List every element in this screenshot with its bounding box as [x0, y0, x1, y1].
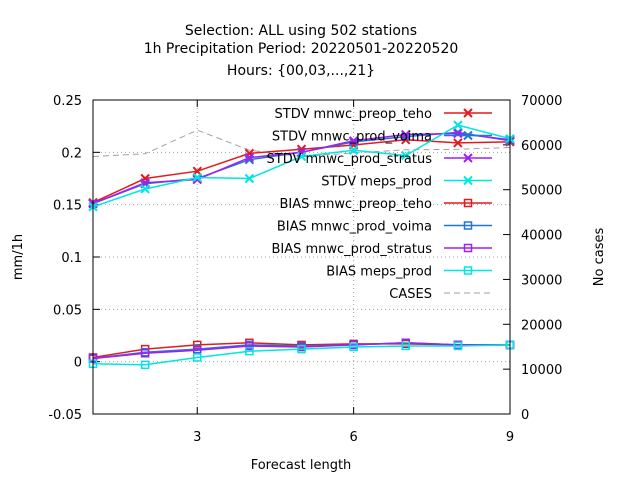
data-point	[349, 342, 358, 352]
data-point	[192, 172, 202, 183]
legend-label: STDV meps_prod	[321, 175, 432, 190]
y-tick-label: 0.25	[53, 94, 82, 109]
legend-item: BIAS meps_prod	[326, 265, 492, 280]
legend-item: STDV meps_prod	[321, 175, 492, 190]
legend-item: STDV mnwc_prod_voima	[272, 130, 492, 145]
legend-label: CASES	[389, 287, 432, 302]
series-bias-meps-prod	[88, 340, 515, 370]
legend-label: BIAS meps_prod	[326, 265, 432, 280]
series-cases	[92, 129, 511, 158]
y-axis-label: mm/1h	[11, 234, 26, 280]
y-tick-label: 0.2	[61, 146, 82, 161]
legend-item: CASES	[389, 287, 492, 302]
y-tick-label: 0.05	[53, 303, 82, 318]
legend: STDV mnwc_preop_teho STDV mnwc_prod_voima…	[267, 107, 492, 302]
x-tick-label: 3	[193, 430, 201, 445]
y2-tick-label: 0	[521, 408, 529, 423]
data-point	[245, 341, 254, 351]
data-point	[348, 136, 359, 146]
series-line	[92, 344, 511, 366]
y2-tick-label: 40000	[521, 229, 562, 244]
title-line-2: 1h Precipitation Period: 20220501-202205…	[144, 41, 459, 57]
legend-item: BIAS mnwc_prod_voima	[277, 220, 492, 235]
series-line	[92, 129, 511, 158]
data-point	[401, 129, 411, 140]
y2-tick-label: 50000	[521, 184, 562, 199]
legend-label: STDV mnwc_preop_teho	[275, 107, 433, 122]
data-point	[297, 344, 306, 354]
series-line	[92, 342, 510, 360]
data-point	[193, 353, 202, 362]
data-point	[244, 152, 255, 163]
legend-marker	[463, 175, 473, 186]
legend-item: STDV mnwc_prod_stratus	[267, 152, 492, 167]
legend-label: STDV mnwc_prod_voima	[272, 130, 432, 145]
x-axis-label: Forecast length	[251, 458, 352, 473]
title-line-1: Selection: ALL using 502 stations	[185, 23, 417, 39]
x-tick-label: 9	[506, 430, 514, 445]
data-point	[401, 341, 410, 351]
legend-item: BIAS mnwc_preop_teho	[279, 197, 492, 212]
grid	[93, 100, 510, 414]
legend-marker	[463, 266, 473, 275]
chart-title: Selection: ALL using 502 stations 1h Pre…	[144, 23, 459, 79]
y-tick-label: 0	[74, 356, 82, 371]
legend-marker	[463, 153, 473, 163]
legend-item: BIAS mnwc_prod_stratus	[271, 242, 492, 257]
title-line-3: Hours: {00,03,...,21}	[227, 63, 375, 79]
legend-label: BIAS mnwc_prod_stratus	[271, 242, 432, 257]
y-tick-label: -0.05	[48, 408, 82, 423]
ticks: -0.05 0 0.05 0.1 0.15 0.2 0.25 0 10000 20000 30000…	[48, 94, 562, 445]
y-tick-label: 0.15	[53, 199, 82, 214]
data-point	[348, 145, 359, 155]
x-tick-label: 6	[349, 430, 357, 445]
y2-tick-label: 30000	[521, 273, 562, 288]
y2-tick-label: 20000	[521, 318, 562, 333]
y2-tick-label: 10000	[521, 363, 562, 378]
data-point	[140, 349, 150, 358]
legend-marker	[463, 221, 473, 230]
data-point	[140, 184, 150, 194]
data-point	[245, 346, 254, 356]
legend-marker	[463, 198, 473, 208]
legend-marker	[463, 130, 473, 141]
y2-tick-label: 60000	[521, 139, 562, 154]
data-point	[401, 150, 411, 161]
y2-tick-label: 70000	[521, 94, 562, 109]
series-stdv-mnwc-preop-teho	[88, 135, 515, 208]
data-point	[296, 151, 307, 162]
legend-label: BIAS mnwc_preop_teho	[279, 197, 432, 212]
legend-label: STDV mnwc_prod_stratus	[267, 152, 433, 167]
y-tick-label: 0.1	[61, 251, 82, 266]
data-point	[453, 341, 463, 351]
data-point	[244, 173, 255, 184]
legend-marker	[463, 108, 473, 118]
legend-item: STDV mnwc_preop_teho	[275, 107, 492, 122]
legend-marker	[463, 243, 473, 253]
data-point	[140, 360, 150, 370]
data-point	[453, 120, 463, 130]
data-point	[453, 138, 463, 148]
y2-axis-label: No cases	[592, 228, 607, 287]
legend-label: BIAS mnwc_prod_voima	[277, 220, 432, 235]
plot-frame	[92, 99, 511, 415]
